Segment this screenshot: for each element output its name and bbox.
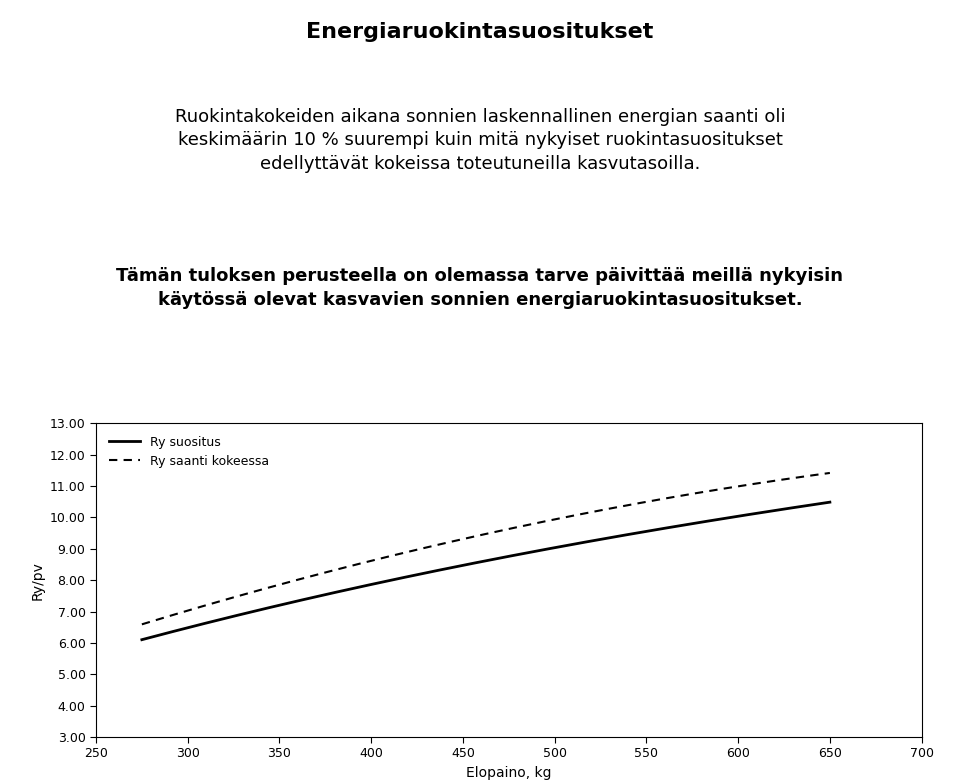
- Legend: Ry suositus, Ry saanti kokeessa: Ry suositus, Ry saanti kokeessa: [103, 430, 276, 474]
- X-axis label: Elopaino, kg: Elopaino, kg: [466, 766, 552, 780]
- Text: Ruokintakokeiden aikana sonnien laskennallinen energian saanti oli
keskimäärin 1: Ruokintakokeiden aikana sonnien laskenna…: [175, 107, 785, 173]
- Text: Tämän tuloksen perusteella on olemassa tarve päivittää meillä nykyisin
käytössä : Tämän tuloksen perusteella on olemassa t…: [116, 267, 844, 309]
- Text: Energiaruokintasuositukset: Energiaruokintasuositukset: [306, 21, 654, 42]
- Y-axis label: Ry/pv: Ry/pv: [30, 561, 44, 600]
